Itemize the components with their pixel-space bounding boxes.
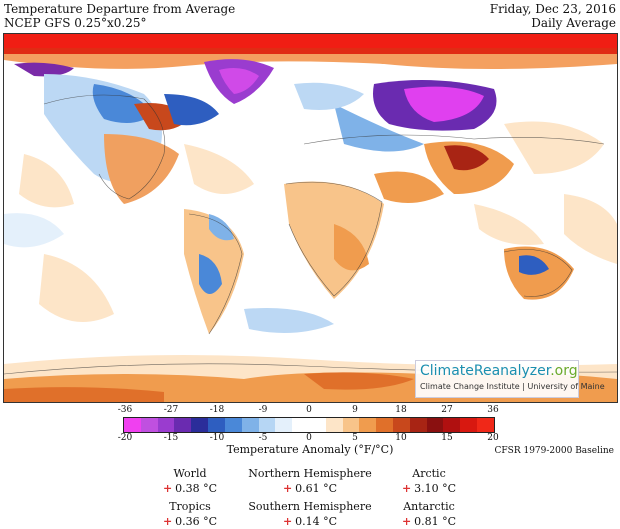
colorbar-swatch: [258, 418, 276, 432]
stat-label: World: [173, 467, 207, 480]
f-tick: 27: [441, 405, 453, 415]
colorbar-swatch: [460, 418, 478, 432]
stat-southern-hemisphere: Southern Hemisphere +0.14 °C: [235, 499, 385, 529]
colorbar-swatch: [409, 418, 427, 432]
f-tick: -18: [209, 405, 225, 415]
stat-value-line: +3.10 °C: [354, 481, 504, 496]
colorbar-swatch: [157, 418, 175, 432]
c-tick: 20: [487, 433, 499, 443]
logo-brand: ClimateReanalyzer: [420, 363, 551, 379]
stat-value: 3.10 °C: [414, 482, 457, 495]
c-tick: 10: [395, 433, 407, 443]
colorbar-swatch: [275, 418, 293, 432]
c-tick: 15: [441, 433, 453, 443]
colorbar-swatch: [174, 418, 192, 432]
plus-icon: +: [401, 515, 412, 528]
colorbar-swatch: [443, 418, 461, 432]
stat-label: Tropics: [169, 500, 211, 513]
plus-icon: +: [282, 482, 293, 495]
stat-label: Antarctic: [403, 500, 455, 513]
colorbar-gradient: [123, 417, 495, 433]
stat-label: Southern Hemisphere: [248, 500, 372, 513]
colorbar-swatch: [477, 418, 494, 432]
stat-value-line: +0.81 °C: [354, 514, 504, 529]
f-tick: -9: [258, 405, 268, 415]
f-tick: -36: [117, 405, 133, 415]
stat-value: 0.36 °C: [175, 515, 218, 528]
stat-tropics: Tropics +0.36 °C: [115, 499, 265, 529]
anomaly-map: [3, 33, 618, 403]
colorbar-swatch: [342, 418, 360, 432]
colorbar-swatch: [359, 418, 377, 432]
plus-icon: +: [162, 515, 173, 528]
anomaly-map-canvas: [4, 34, 617, 402]
f-tick: 9: [352, 405, 358, 415]
colorbar-swatch: [208, 418, 225, 432]
stat-value: 0.81 °C: [414, 515, 457, 528]
c-tick: 0: [306, 433, 312, 443]
stat-value-line: +0.14 °C: [235, 514, 385, 529]
c-tick: -10: [209, 433, 225, 443]
stat-value-line: +0.38 °C: [115, 481, 265, 496]
plus-icon: +: [282, 515, 293, 528]
logo-tld: .org: [550, 363, 578, 379]
colorbar-swatch: [241, 418, 259, 432]
stat-world: World +0.38 °C: [115, 466, 265, 496]
c-tick: -20: [117, 433, 133, 443]
c-tick: 5: [352, 433, 358, 443]
stat-value-line: +0.61 °C: [235, 481, 385, 496]
climate-reanalyzer-logo: ClimateReanalyzer.org Climate Change Ins…: [415, 360, 605, 398]
stat-value: 0.61 °C: [295, 482, 338, 495]
baseline-label: CFSR 1979-2000 Baseline: [494, 446, 614, 456]
model-label: NCEP GFS 0.25°x0.25°: [4, 16, 147, 30]
stat-value: 0.14 °C: [295, 515, 338, 528]
colorbar-swatch: [426, 418, 444, 432]
colorbar-swatch: [224, 418, 242, 432]
colorbar-swatch: [308, 418, 326, 432]
colorbar-swatch: [393, 418, 410, 432]
stat-label: Northern Hemisphere: [248, 467, 372, 480]
stat-label: Arctic: [412, 467, 446, 480]
colorbar-swatch: [140, 418, 158, 432]
mode-label: Daily Average: [531, 16, 616, 30]
f-tick: 0: [306, 405, 312, 415]
c-tick: -15: [163, 433, 179, 443]
stat-northern-hemisphere: Northern Hemisphere +0.61 °C: [235, 466, 385, 496]
colorbar-swatch: [191, 418, 209, 432]
colorbar-swatch: [124, 418, 141, 432]
stat-arctic: Arctic +3.10 °C: [354, 466, 504, 496]
f-tick: 18: [395, 405, 407, 415]
logo-wordmark: ClimateReanalyzer.org: [420, 363, 578, 380]
c-tick: -5: [258, 433, 268, 443]
stat-value: 0.38 °C: [175, 482, 218, 495]
plus-icon: +: [401, 482, 412, 495]
date-label: Friday, Dec 23, 2016: [489, 2, 616, 16]
colorbar-swatch: [292, 418, 309, 432]
colorbar-title: Temperature Anomaly (°F/°C): [226, 443, 394, 456]
f-tick: 36: [487, 405, 499, 415]
f-tick: -27: [163, 405, 179, 415]
map-title: Temperature Departure from Average: [4, 2, 236, 16]
logo-subtitle: Climate Change Institute | University of…: [420, 382, 605, 391]
stat-antarctic: Antarctic +0.81 °C: [354, 499, 504, 529]
stat-value-line: +0.36 °C: [115, 514, 265, 529]
plus-icon: +: [162, 482, 173, 495]
colorbar-swatch: [376, 418, 393, 432]
colorbar: -36 -27 -18 -9 0 9 18 27 36 -20 -15 -10 …: [0, 404, 620, 464]
colorbar-swatch: [325, 418, 343, 432]
